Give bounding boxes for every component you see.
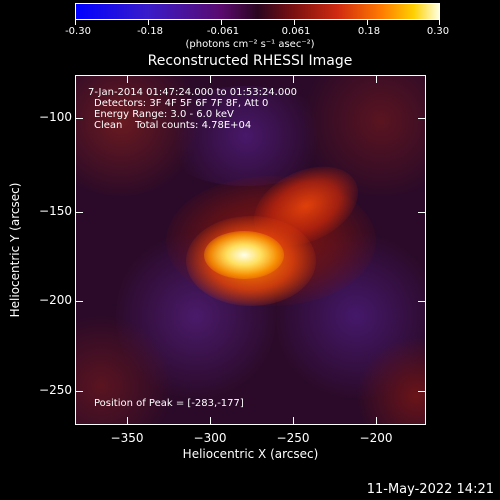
colorbar-tick-label: 0.18 <box>357 26 381 37</box>
y-tick-label: −250 <box>39 383 72 397</box>
x-tick <box>376 75 377 83</box>
y-tick <box>418 301 426 302</box>
x-tick <box>293 75 294 83</box>
colorbar-tick-label: -0.18 <box>137 26 163 37</box>
colorbar-tick <box>439 20 440 25</box>
x-tick-label: −300 <box>193 431 227 445</box>
colorbar-tick <box>294 20 295 25</box>
y-tick <box>418 391 426 392</box>
flare-peak <box>204 231 284 279</box>
render-timestamp: 11-May-2022 14:21 <box>366 482 494 497</box>
colorbar-tick <box>75 20 76 25</box>
image-title: Reconstructed RHESSI Image <box>147 53 353 69</box>
y-tick <box>418 118 426 119</box>
colorbar-tick-label: 0.30 <box>426 26 450 37</box>
peak-position-label: Position of Peak = [-283,-177] <box>94 398 244 409</box>
colorbar-tick <box>148 20 149 25</box>
x-tick-label: −250 <box>276 431 310 445</box>
y-axis-title: Heliocentric Y (arcsec) <box>8 182 22 318</box>
colorbar-tick <box>367 20 368 25</box>
colorbar-gradient <box>76 4 439 19</box>
colorbar-tick-label: -0.30 <box>65 26 91 37</box>
colorbar-tick <box>221 20 222 25</box>
y-tick-label: −150 <box>39 204 72 218</box>
x-axis-title: Heliocentric X (arcsec) <box>182 447 319 461</box>
x-tick <box>210 417 211 425</box>
x-tick-label: −350 <box>110 431 144 445</box>
y-tick <box>75 118 83 119</box>
colorbar-units: (photons cm⁻² s⁻¹ asec⁻²) <box>185 39 315 50</box>
x-tick <box>127 75 128 83</box>
colorbar-tick-label: 0.061 <box>281 26 311 37</box>
time-range-label: 7-Jan-2014 01:47:24.000 to 01:53:24.000 <box>88 87 297 98</box>
x-tick <box>127 417 128 425</box>
energy-range-label: Energy Range: 3.0 - 6.0 keV <box>94 109 234 120</box>
y-tick <box>75 391 83 392</box>
y-tick <box>418 212 426 213</box>
x-tick-label: −200 <box>359 431 393 445</box>
method-counts-label: Clean Total counts: 4.78E+04 <box>94 120 252 131</box>
detectors-label: Detectors: 3F 4F 5F 6F 7F 8F, Att 0 <box>94 98 269 109</box>
y-tick-label: −100 <box>39 110 72 124</box>
x-tick <box>210 75 211 83</box>
y-tick <box>75 301 83 302</box>
x-tick <box>376 417 377 425</box>
image-plot: 7-Jan-2014 01:47:24.000 to 01:53:24.000 … <box>75 75 426 425</box>
y-tick <box>75 212 83 213</box>
y-tick-label: −200 <box>39 293 72 307</box>
colorbar-tick-label: -0.061 <box>206 26 240 37</box>
x-tick <box>293 417 294 425</box>
colorbar <box>75 3 440 20</box>
